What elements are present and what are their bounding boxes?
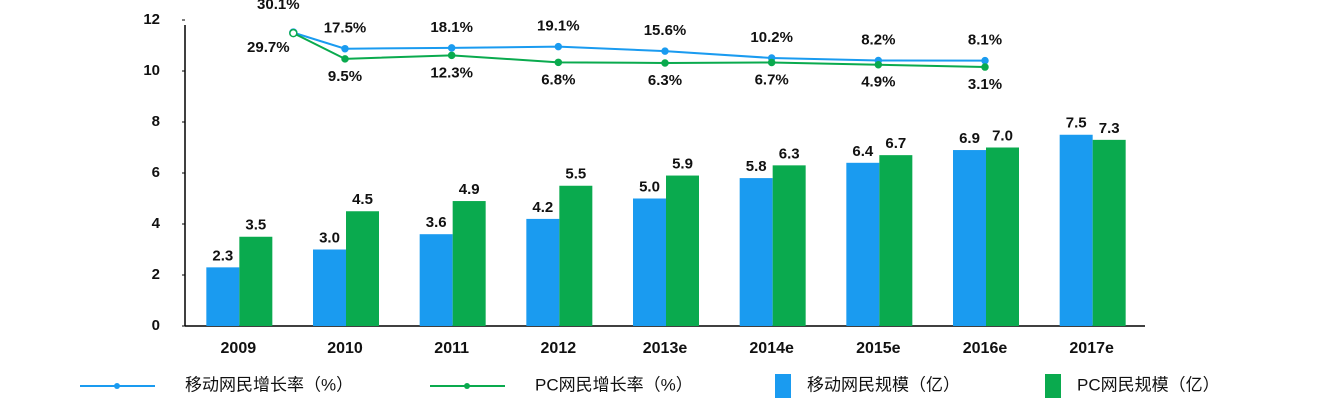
y-tick-label: 6 <box>152 164 160 181</box>
data-label: 3.5 <box>245 217 266 234</box>
x-tick-label: 2017e <box>1069 340 1114 357</box>
data-label: 6.3% <box>648 72 682 89</box>
y-tick-label: 8 <box>152 113 160 130</box>
data-label: 9.5% <box>328 68 362 85</box>
line-marker <box>447 44 456 52</box>
data-label: 2.3 <box>212 247 233 264</box>
data-label: 30.1% <box>257 0 300 13</box>
data-label: 8.1% <box>968 32 1002 49</box>
legend-label: 移动网民规模（亿） <box>807 375 960 394</box>
data-label: 4.9 <box>459 181 480 198</box>
data-label: 7.5 <box>1066 115 1087 132</box>
data-label: 5.9 <box>672 156 693 173</box>
x-tick-label: 2015e <box>856 340 901 357</box>
data-label: 5.5 <box>565 166 586 183</box>
bar <box>1059 134 1093 326</box>
line-marker <box>767 58 776 67</box>
bar <box>739 178 773 326</box>
bar <box>526 218 560 326</box>
data-label: 19.1% <box>537 18 580 35</box>
bar <box>846 162 880 326</box>
x-tick-label: 2014e <box>749 340 794 357</box>
line-marker <box>289 28 298 38</box>
y-tick-label: 0 <box>152 317 160 334</box>
bar <box>772 165 806 326</box>
line-marker <box>874 61 883 69</box>
line-marker <box>554 58 563 67</box>
line-marker <box>661 47 669 55</box>
bar <box>666 175 699 326</box>
data-label: 10.2% <box>750 29 793 46</box>
bar <box>633 198 666 326</box>
bar <box>1092 139 1126 326</box>
line-marker <box>554 42 563 51</box>
x-tick-label: 2009 <box>221 340 257 357</box>
line-marker <box>981 63 989 71</box>
legend: 移动网民增长率（%） PC网民增长率（%） 移动网民规模（亿） PC网民规模（亿） <box>80 374 1220 398</box>
data-label: 5.8 <box>746 158 767 175</box>
data-label: 7.0 <box>992 127 1013 144</box>
data-label: 18.1% <box>430 19 473 36</box>
bar <box>346 211 379 326</box>
x-tick-label: 2010 <box>327 340 363 357</box>
x-tick-label: 2013e <box>643 340 688 357</box>
legend-label: PC网民增长率（%） <box>535 375 693 394</box>
line-marker <box>341 55 349 63</box>
bar <box>953 150 986 326</box>
data-label: 6.7% <box>755 71 789 88</box>
data-label: 8.2% <box>861 32 895 49</box>
x-tick-label: 2012 <box>541 340 577 357</box>
bar <box>239 236 273 326</box>
line-marker <box>447 51 456 60</box>
legend-swatch <box>775 374 791 398</box>
bar <box>206 267 240 326</box>
data-label: 29.7% <box>247 39 290 56</box>
y-tick-label: 10 <box>143 62 160 79</box>
data-label: 4.2 <box>532 199 553 216</box>
line-marker <box>661 59 669 67</box>
line-marker <box>341 44 349 53</box>
data-label: 17.5% <box>324 20 367 37</box>
legend-marker <box>464 383 470 389</box>
bar <box>879 155 913 326</box>
legend-label: 移动网民增长率（%） <box>185 375 353 394</box>
data-label: 15.6% <box>644 22 687 39</box>
bar <box>313 249 346 326</box>
data-label: 6.9 <box>959 130 980 147</box>
data-label: 6.4 <box>852 143 874 160</box>
y-tick-label: 4 <box>152 215 161 232</box>
data-label: 6.8% <box>541 71 575 88</box>
data-label: 4.9% <box>861 74 895 91</box>
data-label: 6.3 <box>779 145 800 162</box>
data-label: 3.6 <box>426 214 447 231</box>
bar <box>986 147 1019 326</box>
legend-marker <box>114 383 120 389</box>
data-label: 3.0 <box>319 229 340 246</box>
legend-label: PC网民规模（亿） <box>1077 375 1220 394</box>
line <box>293 31 986 62</box>
data-label: 7.3 <box>1099 120 1120 137</box>
legend-swatch <box>1045 374 1061 398</box>
y-tick-label: 2 <box>152 266 160 283</box>
bar <box>419 234 453 326</box>
y-tick-label: 12 <box>143 11 160 28</box>
data-label: 5.0 <box>639 178 660 195</box>
line <box>292 32 986 69</box>
x-tick-label: 2011 <box>434 340 469 357</box>
data-label: 12.3% <box>430 64 473 81</box>
line-marker <box>981 56 989 65</box>
data-label: 6.7 <box>885 135 906 152</box>
bar <box>559 185 593 326</box>
data-label: 4.5 <box>352 191 373 208</box>
bar <box>452 201 486 326</box>
x-tick-label: 2016e <box>963 340 1008 357</box>
data-label: 3.1% <box>968 76 1002 93</box>
